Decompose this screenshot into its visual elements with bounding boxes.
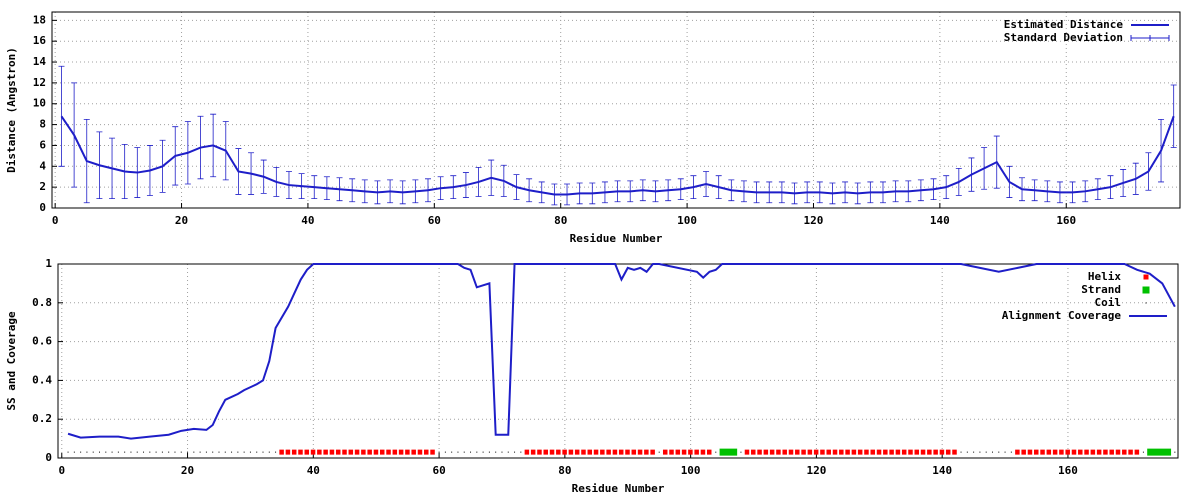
plot-border — [57, 263, 1179, 459]
y-tick-label: 16 — [33, 34, 47, 47]
legend-swatch — [1142, 286, 1150, 294]
x-tick-label: 120 — [806, 464, 826, 477]
x-tick-label: 140 — [932, 464, 952, 477]
x-tick-label: 120 — [804, 214, 824, 227]
x-tick-label: 60 — [428, 214, 441, 227]
y-tick-label: 18 — [33, 13, 46, 26]
y-tick-label: 2 — [39, 180, 46, 193]
legend-label: Helix — [1088, 270, 1121, 283]
data-line — [60, 115, 1175, 196]
y-tick-label: 12 — [33, 76, 46, 89]
x-axis-label: Residue Number — [572, 482, 665, 495]
legend-label: Alignment Coverage — [1002, 309, 1122, 322]
x-tick-label: 40 — [301, 214, 314, 227]
legend-label: Estimated Distance — [1004, 18, 1124, 31]
error-bar — [58, 65, 65, 167]
x-tick-label: 100 — [677, 214, 697, 227]
x-tick-label: 0 — [52, 214, 59, 227]
y-tick-label: 10 — [33, 97, 46, 110]
y-tick-label: 4 — [39, 159, 46, 172]
y-tick-label: 8 — [39, 118, 46, 131]
y-tick-label: 6 — [39, 138, 46, 151]
x-axis-label: Residue Number — [570, 232, 663, 245]
x-tick-label: 80 — [558, 464, 571, 477]
x-tick-label: 80 — [554, 214, 567, 227]
x-tick-label: 20 — [181, 464, 194, 477]
legend-swatch — [1145, 302, 1147, 304]
x-tick-label: 160 — [1058, 464, 1078, 477]
x-tick-label: 60 — [432, 464, 445, 477]
y-tick-label: 0.6 — [32, 335, 52, 348]
x-tick-label: 0 — [58, 464, 65, 477]
x-tick-label: 40 — [307, 464, 320, 477]
y-tick-label: 0.2 — [32, 412, 52, 425]
legend-label: Strand — [1081, 283, 1121, 296]
data-line — [67, 263, 1176, 440]
x-tick-label: 100 — [681, 464, 701, 477]
y-axis-label: Distance (Angstron) — [5, 47, 18, 173]
y-tick-label: 1 — [45, 257, 52, 270]
y-tick-label: 0.4 — [32, 373, 52, 386]
y-tick-label: 0.8 — [32, 296, 52, 309]
legend-swatch — [1143, 274, 1149, 280]
legend-label: Standard Deviation — [1004, 31, 1123, 44]
y-axis-label: SS and Coverage — [5, 311, 18, 411]
y-tick-label: 14 — [33, 55, 47, 68]
legend-swatch — [1130, 35, 1170, 41]
x-tick-label: 20 — [175, 214, 188, 227]
x-tick-label: 140 — [930, 214, 950, 227]
y-tick-label: 0 — [39, 201, 46, 214]
plot-border — [51, 11, 1181, 209]
y-tick-label: 0 — [45, 451, 52, 464]
legend-label: Coil — [1095, 296, 1122, 309]
x-tick-label: 160 — [1056, 214, 1076, 227]
